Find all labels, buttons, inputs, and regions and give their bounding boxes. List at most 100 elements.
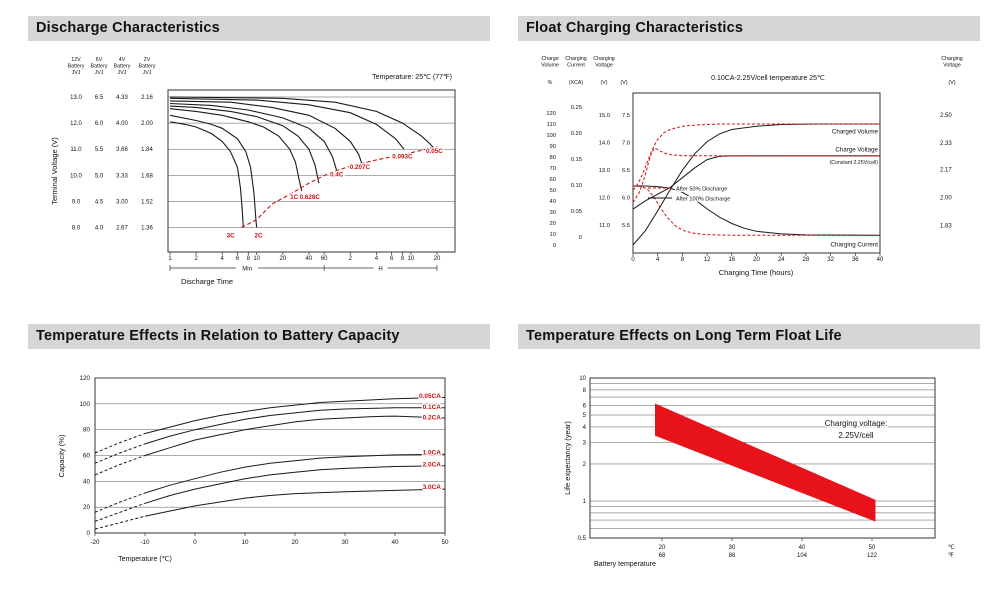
y-tick-label: 3 bbox=[583, 440, 587, 446]
x-tick-label: 50 bbox=[441, 539, 449, 546]
curve-label: 0.2CA bbox=[423, 414, 442, 421]
x-tick-label: -10 bbox=[140, 539, 150, 546]
legend-label: After 50% Discharge bbox=[676, 187, 727, 193]
capacity-curve-0.05CA bbox=[144, 396, 446, 434]
inplot-label: Charging Current bbox=[831, 241, 879, 248]
axis-header: Battery bbox=[68, 64, 85, 70]
x-tick-celsius: 20 bbox=[659, 545, 666, 551]
x-axis-title: Discharge Time bbox=[181, 277, 233, 286]
axis-unit: (V) bbox=[948, 80, 955, 86]
y-tick-label: 12.0 bbox=[70, 121, 82, 127]
section-title-float-life: Temperature Effects on Long Term Float L… bbox=[518, 324, 980, 349]
y-tick-label: 40 bbox=[550, 199, 556, 205]
legend-label: After 100% Discharge bbox=[676, 197, 730, 203]
y-tick-label: 3.66 bbox=[116, 147, 128, 153]
y-tick-label: 2.16 bbox=[141, 95, 153, 101]
x-axis-title: Battery temperature bbox=[594, 561, 656, 568]
section-title-float-charging: Float Charging Characteristics bbox=[518, 16, 980, 41]
x-tick-label: 24 bbox=[778, 257, 785, 263]
curve-charged-volume-100 bbox=[632, 123, 880, 246]
y-tick-label: 11.0 bbox=[70, 147, 82, 153]
y-tick-label: 2.17 bbox=[940, 167, 952, 173]
y-tick-label: 13.0 bbox=[599, 168, 610, 174]
y-tick-label: 4 bbox=[583, 425, 587, 431]
x-tick-label: 6 bbox=[236, 256, 240, 262]
curve-charge-voltage-50 bbox=[632, 147, 880, 203]
x-unit-min: Min bbox=[242, 266, 252, 272]
axis-header: Current bbox=[567, 63, 585, 69]
x-tick-label: 32 bbox=[827, 257, 834, 263]
y-tick-label: 60 bbox=[550, 177, 556, 183]
y-tick-label: 5.5 bbox=[95, 147, 104, 153]
section-title-temp-capacity: Temperature Effects in Relation to Batte… bbox=[28, 324, 490, 349]
float-charging-chart: 0.10CA-2.25V/cell temperature 25℃ChargeV… bbox=[541, 56, 963, 277]
y-tick-label: 14.0 bbox=[599, 141, 610, 147]
x-tick-label: 20 bbox=[753, 257, 760, 263]
x-tick-label: 4 bbox=[221, 256, 225, 262]
axis-header: Battery bbox=[91, 64, 108, 70]
y-tick-label: 5.5 bbox=[622, 223, 630, 229]
axis-header: JVJ bbox=[118, 70, 127, 76]
y-tick-label: 0 bbox=[579, 235, 582, 241]
y-tick-label: 10 bbox=[550, 232, 556, 238]
discharge-curve-0.093C bbox=[169, 97, 405, 150]
curve-label: 0.1CA bbox=[423, 404, 442, 411]
axis-header: Charging bbox=[593, 56, 615, 62]
capacity-curve-dashed-0.2CA bbox=[94, 455, 146, 476]
y-tick-label: 0.25 bbox=[571, 105, 582, 111]
y-axis-title: Terminal Voltage (V) bbox=[50, 137, 59, 205]
y-tick-label: 70 bbox=[550, 166, 556, 172]
x-tick-label: 8 bbox=[247, 256, 251, 262]
life-expectancy-band bbox=[655, 403, 876, 522]
y-tick-label: 60 bbox=[83, 452, 91, 459]
y-tick-label: 0 bbox=[86, 530, 90, 537]
capacity-envelope bbox=[241, 146, 438, 228]
axis-unit: (V) bbox=[620, 80, 627, 86]
capacity-curve-dashed-0.05CA bbox=[94, 433, 146, 454]
x-tick-label: 8 bbox=[401, 256, 405, 262]
x-tick-fahrenheit: 86 bbox=[729, 553, 736, 559]
y-tick-label: 120 bbox=[79, 375, 90, 382]
axis-header: Charging bbox=[941, 56, 963, 62]
y-axis-title: Capacity (%) bbox=[57, 434, 66, 477]
capacity-curve-0.2CA bbox=[144, 415, 446, 456]
y-tick-label: 0.5 bbox=[578, 536, 587, 542]
y-tick-label: 6 bbox=[583, 403, 587, 409]
x-tick-label: 1 bbox=[168, 256, 172, 262]
y-tick-label: 11.0 bbox=[599, 223, 610, 229]
y-tick-label: 1 bbox=[583, 499, 587, 505]
discharge-curve-0.207C bbox=[169, 100, 363, 166]
discharge-curve-2C bbox=[169, 114, 258, 228]
y-tick-label: 2.00 bbox=[940, 196, 952, 202]
x-tick-label: 0 bbox=[631, 257, 635, 263]
curve-label: 0.207C bbox=[350, 164, 371, 171]
y-tick-label: 0.15 bbox=[571, 157, 582, 163]
curve-label: 3.0CA bbox=[423, 484, 442, 491]
x-tick-label: 20 bbox=[434, 256, 441, 262]
x-tick-label: 12 bbox=[704, 257, 711, 263]
x-tick-label: 4 bbox=[656, 257, 660, 263]
x-tick-label: 40 bbox=[877, 257, 884, 263]
curve-label: 0.05CA bbox=[419, 393, 441, 400]
curve-charging-current-50 bbox=[632, 185, 881, 236]
x-tick-label: 2 bbox=[349, 256, 353, 262]
discharge-curve-0.4C bbox=[169, 102, 338, 173]
curve-charging-current-100 bbox=[633, 185, 881, 236]
y-tick-label: 9.0 bbox=[72, 199, 81, 205]
annotation-line1: Charging voltage: bbox=[825, 419, 888, 428]
float-life-chart: 1086543210.5206830864010450122℃℉Charging… bbox=[563, 376, 955, 568]
y-tick-label: 80 bbox=[83, 427, 91, 434]
axis-header: Battery bbox=[114, 64, 131, 70]
axis-header: 2V bbox=[144, 57, 151, 63]
celsius-unit-label: ℃ bbox=[948, 545, 955, 551]
y-tick-label: 110 bbox=[547, 122, 556, 128]
x-tick-label: 20 bbox=[291, 539, 299, 546]
curve-label: 0.093C bbox=[392, 153, 413, 160]
capacity-curve-dashed-1.0CA bbox=[94, 492, 146, 513]
y-tick-label: 8.0 bbox=[72, 226, 81, 232]
y-tick-label: 0.05 bbox=[571, 209, 582, 215]
x-tick-fahrenheit: 122 bbox=[867, 553, 878, 559]
x-tick-label: 28 bbox=[803, 257, 810, 263]
y-tick-label: 8 bbox=[583, 388, 587, 394]
